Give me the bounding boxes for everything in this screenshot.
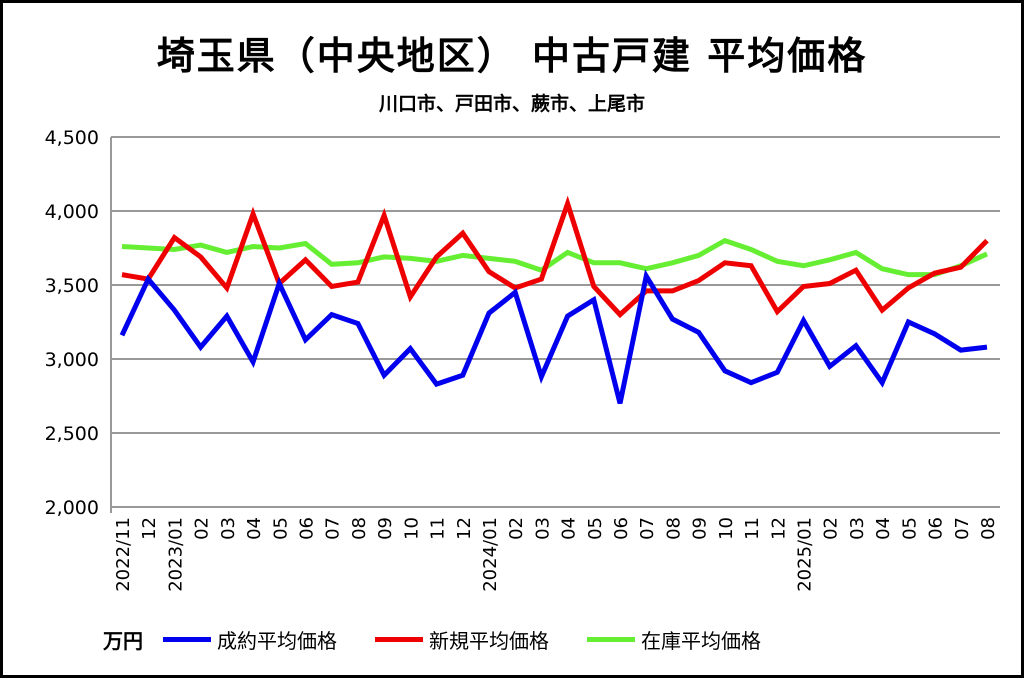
- x-tick-label: 08: [978, 517, 999, 540]
- x-tick-label: 06: [611, 517, 632, 540]
- x-tick-label: 07: [952, 517, 973, 540]
- legend-label: 新規平均価格: [429, 629, 549, 653]
- legend: 万円 成約平均価格 新規平均価格 在庫平均価格: [103, 625, 799, 654]
- x-tick-label: 12: [768, 517, 789, 540]
- legend-swatch: [375, 637, 423, 642]
- x-tick-label: 09: [690, 517, 711, 540]
- x-tick-label: 10: [716, 517, 737, 540]
- x-tick-label: 07: [323, 517, 344, 540]
- x-tick-label: 2024/01: [480, 517, 501, 592]
- x-tick-label: 08: [663, 517, 684, 540]
- series-line: [119, 269, 988, 405]
- x-tick-label: 05: [585, 517, 606, 540]
- x-tick-label: 07: [637, 517, 658, 540]
- x-tick-label: 04: [559, 517, 580, 540]
- x-tick-label: 04: [873, 517, 894, 540]
- x-tick-label: 02: [821, 517, 842, 540]
- x-tick-label: 12: [139, 517, 160, 540]
- x-tick-label: 12: [454, 517, 475, 540]
- legend-swatch: [587, 637, 635, 642]
- x-tick-label: 02: [192, 517, 213, 540]
- x-tick-label: 2022/11: [113, 517, 134, 592]
- legend-item-shinki: 新規平均価格: [375, 625, 549, 654]
- series-line: [121, 195, 989, 319]
- y-tick-label: 3,500: [45, 275, 99, 297]
- x-tick-label: 08: [349, 517, 370, 540]
- x-tick-label: 06: [296, 517, 317, 540]
- x-tick-label: 09: [375, 517, 396, 540]
- x-tick-label: 02: [506, 517, 527, 540]
- unit-label: 万円: [103, 629, 143, 653]
- legend-swatch: [163, 637, 211, 642]
- y-tick-label: 4,000: [45, 201, 99, 223]
- x-tick-label: 11: [428, 517, 449, 540]
- x-tick-label: 05: [270, 517, 291, 540]
- legend-item-zaiko: 在庫平均価格: [587, 625, 761, 654]
- x-tick-label: 10: [401, 517, 422, 540]
- x-tick-label: 11: [742, 517, 763, 540]
- y-tick-label: 2,000: [45, 497, 99, 519]
- x-tick-label: 03: [218, 517, 239, 540]
- x-tick-label: 06: [926, 517, 947, 540]
- x-tick-label: 2025/01: [795, 517, 816, 592]
- chart-subtitle: 川口市、戸田市、蕨市、上尾市: [378, 93, 645, 115]
- y-tick-label: 3,000: [45, 349, 99, 371]
- legend-label: 成約平均価格: [217, 629, 337, 653]
- y-tick-label: 4,500: [45, 127, 99, 149]
- legend-label: 在庫平均価格: [641, 629, 761, 653]
- legend-item-seiyaku: 成約平均価格: [163, 625, 337, 654]
- chart-title: 埼玉県（中央地区） 中古戸建 平均価格: [156, 34, 868, 78]
- x-tick-label: 04: [244, 517, 265, 540]
- x-tick-label: 2023/01: [165, 517, 186, 592]
- y-tick-label: 2,500: [45, 423, 99, 445]
- x-tick-label: 03: [847, 517, 868, 540]
- x-tick-label: 03: [532, 517, 553, 540]
- x-tick-label: 05: [899, 517, 920, 540]
